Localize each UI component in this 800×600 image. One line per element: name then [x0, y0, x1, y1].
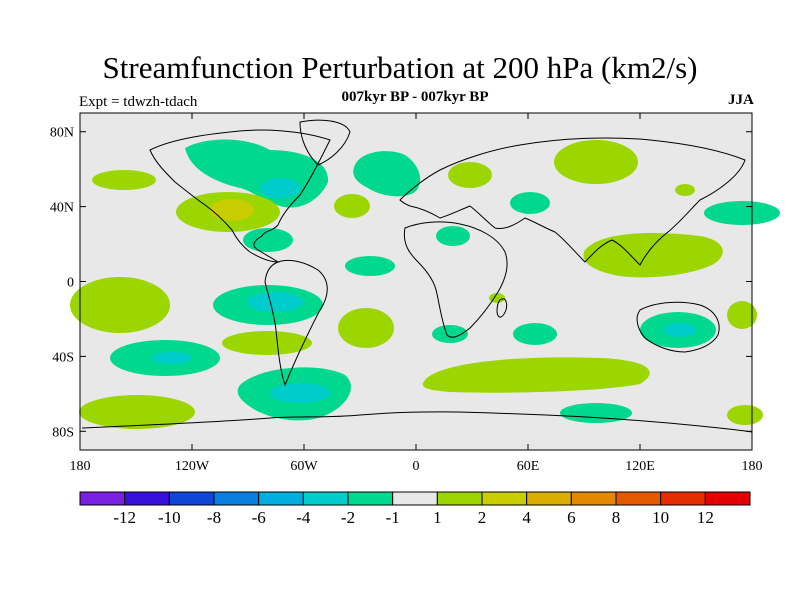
- colorbar-swatch: [436, 491, 483, 506]
- anomaly-region-positive: [334, 194, 370, 218]
- y-axis-ticks: 80N 40N 0 40S 80S: [50, 126, 752, 440]
- anomaly-region-negative-core: [260, 178, 300, 198]
- season-label: JJA: [728, 92, 754, 108]
- coastlines: [81, 119, 753, 433]
- colorbar-swatch: [213, 491, 260, 506]
- colorbar-label: -2: [341, 508, 355, 527]
- anomaly-region-negative-core: [664, 323, 696, 337]
- coastline-greenland: [299, 119, 351, 166]
- anomaly-region-negative: [513, 323, 557, 345]
- coastline-europe-asia: [399, 137, 746, 266]
- colorbar-swatch: [570, 491, 617, 506]
- colorbar-label: 10: [652, 508, 669, 527]
- anomaly-region-positive: [675, 184, 695, 196]
- experiment-label: Expt = tdwzh-tdach: [79, 94, 198, 110]
- anomaly-region-positive: [422, 357, 650, 393]
- colorbar-label: -8: [207, 508, 221, 527]
- colorbar-label: -6: [252, 508, 266, 527]
- colorbar-label: 2: [478, 508, 487, 527]
- chart-title: Streamfunction Perturbation at 200 hPa (…: [102, 50, 698, 85]
- anomaly-region-negative: [510, 192, 550, 214]
- colorbar-swatch: [660, 491, 706, 506]
- colorbar-swatch: [481, 491, 528, 506]
- anomaly-region-positive: [222, 331, 312, 355]
- anomaly-region-positive: [79, 395, 195, 429]
- anomaly-region-positive: [448, 162, 492, 188]
- anomaly-region-positive: [70, 277, 170, 333]
- colorbar-label: 4: [522, 508, 531, 527]
- anomaly-region-negative-core: [247, 292, 303, 312]
- map-background: [80, 113, 752, 450]
- colorbar-swatch: [347, 491, 394, 506]
- coastline-south-america: [264, 259, 328, 387]
- anomaly-region-negative-core: [270, 383, 330, 403]
- colorbar-swatch: [258, 491, 304, 506]
- coastline-north-america: [149, 129, 331, 263]
- x-tick-label: 180: [742, 459, 763, 474]
- colorbar-label: 8: [612, 508, 621, 527]
- map-panel: [70, 112, 780, 451]
- anomaly-region-negative: [704, 201, 780, 225]
- colorbar-label: 6: [567, 508, 576, 527]
- colorbar-label: 1: [433, 508, 442, 527]
- x-tick-label: 180: [70, 459, 91, 474]
- x-axis-ticks: 180 120W 60W 0 60E 120E 180: [70, 113, 763, 474]
- anomaly-region-positive: [92, 170, 156, 190]
- anomaly-region-positive-core: [210, 199, 254, 221]
- y-tick-label: 0: [67, 276, 74, 291]
- colorbar-label: -10: [158, 508, 181, 527]
- x-tick-label: 0: [413, 459, 420, 474]
- coastline-australia: [636, 301, 720, 353]
- x-tick-label: 120E: [625, 459, 655, 474]
- anomaly-region-negative-core: [152, 352, 192, 364]
- anomaly-region-negative: [432, 325, 468, 343]
- colorbar-swatch: [124, 491, 170, 506]
- anomaly-region-positive: [554, 140, 638, 184]
- x-tick-label: 60W: [290, 459, 318, 474]
- anomaly-region-positive: [727, 301, 757, 329]
- anomaly-region-negative: [345, 256, 395, 276]
- anomaly-region-negative: [243, 228, 293, 252]
- chart-subtitle: 007kyr BP - 007kyr BP: [341, 89, 489, 105]
- x-tick-label: 120W: [175, 459, 210, 474]
- x-tick-label: 60E: [517, 459, 540, 474]
- colorbar-swatch: [79, 491, 126, 506]
- coastline-africa: [403, 221, 508, 338]
- anomaly-region-negative: [353, 151, 421, 197]
- colorbar-label: 12: [697, 508, 714, 527]
- colorbar-swatch: [392, 491, 438, 506]
- anomaly-region-negative: [436, 226, 470, 246]
- colorbar-label: -4: [296, 508, 311, 527]
- colorbar-label: -1: [386, 508, 400, 527]
- colorbar-swatch: [168, 491, 215, 506]
- colorbar-swatch: [615, 491, 662, 506]
- colorbar-label: -12: [113, 508, 136, 527]
- colorbar-swatch: [526, 491, 572, 506]
- y-tick-label: 80N: [50, 126, 74, 141]
- colorbar: -12 -10 -8 -6 -4 -2 -1 1 2 4 6 8 10 12: [79, 491, 751, 527]
- coastline-madagascar: [496, 298, 508, 318]
- y-tick-label: 80S: [52, 425, 74, 440]
- y-tick-label: 40S: [52, 350, 74, 365]
- coastline-antarctica: [81, 411, 753, 433]
- anomaly-region-positive: [727, 405, 763, 425]
- y-tick-label: 40N: [50, 201, 74, 216]
- colorbar-swatch: [704, 491, 751, 506]
- anomaly-region-negative: [560, 403, 632, 423]
- contour-fill-layer: [70, 139, 780, 429]
- anomaly-region-positive: [338, 308, 394, 348]
- colorbar-swatch: [302, 491, 349, 506]
